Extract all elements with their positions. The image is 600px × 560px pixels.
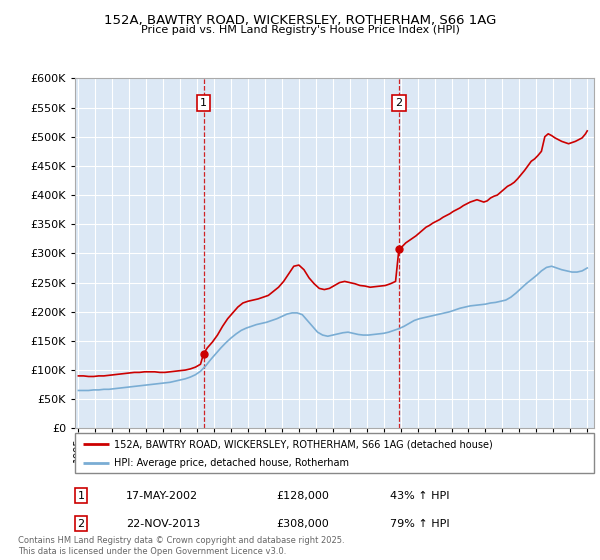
Text: Price paid vs. HM Land Registry's House Price Index (HPI): Price paid vs. HM Land Registry's House …	[140, 25, 460, 35]
Text: 17-MAY-2002: 17-MAY-2002	[126, 491, 198, 501]
Text: 152A, BAWTRY ROAD, WICKERSLEY, ROTHERHAM, S66 1AG (detached house): 152A, BAWTRY ROAD, WICKERSLEY, ROTHERHAM…	[114, 439, 493, 449]
Text: 1: 1	[200, 98, 207, 108]
Text: £128,000: £128,000	[276, 491, 329, 501]
Text: 1: 1	[77, 491, 85, 501]
Text: 2: 2	[395, 98, 403, 108]
Text: 22-NOV-2013: 22-NOV-2013	[126, 519, 200, 529]
Text: 79% ↑ HPI: 79% ↑ HPI	[390, 519, 449, 529]
Text: 152A, BAWTRY ROAD, WICKERSLEY, ROTHERHAM, S66 1AG: 152A, BAWTRY ROAD, WICKERSLEY, ROTHERHAM…	[104, 14, 496, 27]
Text: Contains HM Land Registry data © Crown copyright and database right 2025.
This d: Contains HM Land Registry data © Crown c…	[18, 536, 344, 556]
Text: 43% ↑ HPI: 43% ↑ HPI	[390, 491, 449, 501]
Text: 2: 2	[77, 519, 85, 529]
Text: HPI: Average price, detached house, Rotherham: HPI: Average price, detached house, Roth…	[114, 458, 349, 468]
Text: £308,000: £308,000	[276, 519, 329, 529]
